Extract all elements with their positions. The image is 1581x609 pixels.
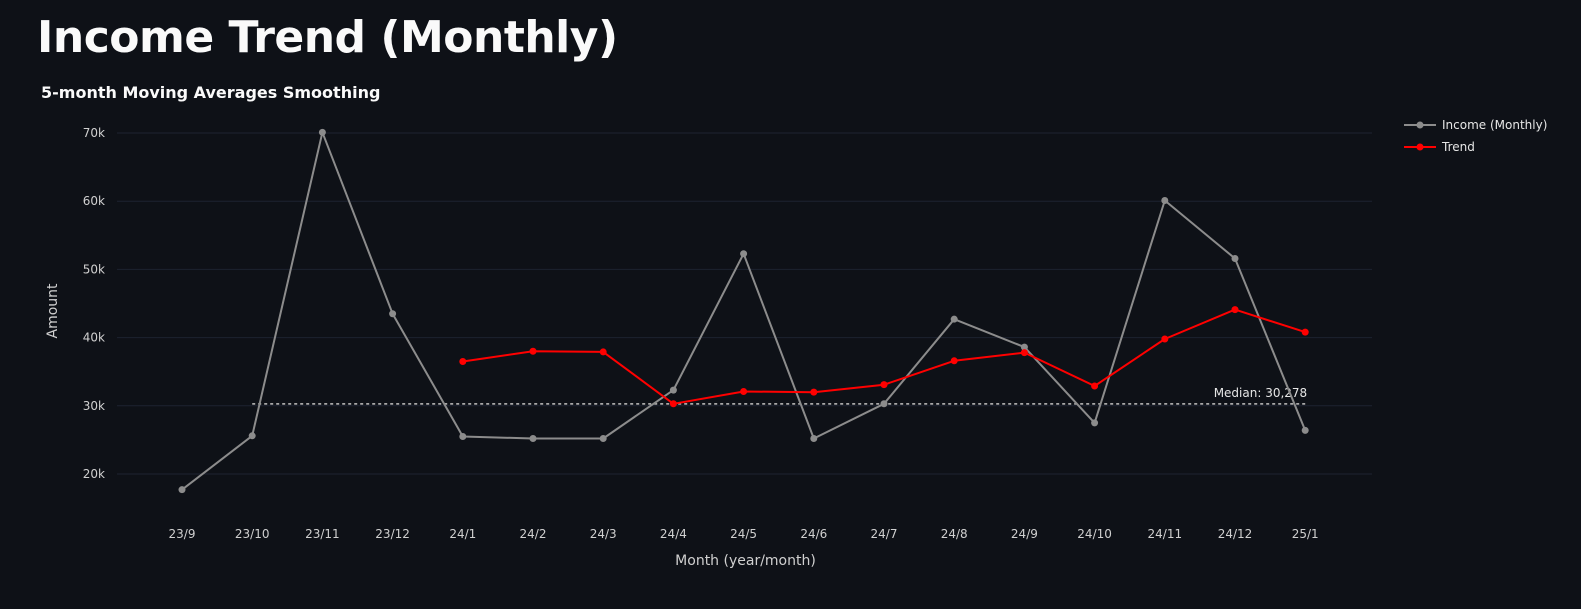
- y-tick-label: 60k: [83, 194, 105, 208]
- legend-item[interactable]: Income (Monthly): [1404, 118, 1547, 132]
- chart-title: 5-month Moving Averages Smoothing: [41, 83, 380, 102]
- x-tick-label: 25/1: [1292, 527, 1319, 541]
- grid: [117, 132, 1372, 475]
- data-point[interactable]: [1301, 426, 1309, 434]
- x-tick-label: 24/8: [941, 527, 968, 541]
- y-axis-ticks: 20k 30k 40k 50k 60k 70k: [83, 126, 105, 481]
- x-tick-label: 24/2: [520, 527, 547, 541]
- data-point[interactable]: [178, 486, 186, 494]
- y-axis-label: Amount: [45, 283, 61, 339]
- y-tick-label: 40k: [83, 331, 105, 345]
- x-tick-label: 23/11: [305, 527, 340, 541]
- series-line: [181, 131, 1307, 491]
- x-tick-label: 24/5: [730, 527, 757, 541]
- data-point[interactable]: [880, 400, 888, 408]
- y-tick-label: 30k: [83, 399, 105, 413]
- data-point[interactable]: [599, 348, 607, 356]
- data-point[interactable]: [740, 250, 748, 258]
- page-title: Income Trend (Monthly): [37, 12, 618, 63]
- x-tick-label: 23/12: [375, 527, 410, 541]
- legend-label: Income (Monthly): [1442, 118, 1547, 132]
- data-point[interactable]: [1301, 328, 1309, 336]
- series-trend: [459, 306, 1309, 408]
- series-income: [178, 128, 1309, 494]
- x-tick-label: 24/9: [1011, 527, 1038, 541]
- data-point[interactable]: [950, 357, 958, 365]
- data-point[interactable]: [318, 128, 326, 136]
- y-tick-label: 20k: [83, 467, 105, 481]
- data-point[interactable]: [529, 347, 537, 355]
- x-tick-label: 23/10: [235, 527, 270, 541]
- data-point[interactable]: [810, 388, 818, 396]
- x-axis-label: Month (year/month): [675, 553, 816, 569]
- series: [178, 128, 1309, 494]
- x-tick-label: 24/7: [871, 527, 898, 541]
- data-point[interactable]: [1020, 343, 1028, 351]
- x-axis-ticks: 23/9 23/10 23/11 23/12 24/1 24/2 24/3 24/4 24/5 2…: [169, 527, 1319, 541]
- data-point[interactable]: [459, 357, 467, 365]
- data-point[interactable]: [950, 315, 958, 323]
- x-tick-label: 24/12: [1218, 527, 1253, 541]
- data-point[interactable]: [669, 400, 677, 408]
- x-tick-label: 24/3: [590, 527, 617, 541]
- x-tick-label: 24/10: [1077, 527, 1112, 541]
- annotations: Median: 30,278: [252, 386, 1308, 405]
- data-point[interactable]: [1231, 254, 1239, 262]
- data-point[interactable]: [880, 381, 888, 389]
- median-label: Median: 30,278: [1214, 386, 1308, 400]
- data-point[interactable]: [1091, 419, 1099, 427]
- data-point[interactable]: [1161, 335, 1169, 343]
- data-point[interactable]: [248, 432, 256, 440]
- legend: Income (Monthly) Trend: [1404, 118, 1547, 154]
- legend-swatch-marker: [1416, 121, 1424, 129]
- data-point[interactable]: [1161, 197, 1169, 205]
- data-point[interactable]: [459, 432, 467, 440]
- x-tick-label: 24/1: [449, 527, 476, 541]
- data-point[interactable]: [1231, 306, 1239, 314]
- x-tick-label: 23/9: [169, 527, 196, 541]
- x-tick-label: 24/11: [1148, 527, 1183, 541]
- data-point[interactable]: [1091, 382, 1099, 390]
- data-point[interactable]: [1020, 349, 1028, 357]
- legend-label: Trend: [1441, 140, 1475, 154]
- y-tick-label: 70k: [83, 126, 105, 140]
- data-point[interactable]: [599, 435, 607, 443]
- x-tick-label: 24/4: [660, 527, 687, 541]
- legend-item[interactable]: Trend: [1404, 140, 1475, 154]
- data-point[interactable]: [389, 310, 397, 318]
- data-point[interactable]: [669, 386, 677, 394]
- data-point[interactable]: [810, 435, 818, 443]
- series-line: [462, 308, 1306, 405]
- legend-swatch-marker: [1416, 143, 1424, 151]
- data-point[interactable]: [740, 387, 748, 395]
- x-tick-label: 24/6: [800, 527, 827, 541]
- y-tick-label: 50k: [83, 262, 105, 276]
- data-point[interactable]: [529, 435, 537, 443]
